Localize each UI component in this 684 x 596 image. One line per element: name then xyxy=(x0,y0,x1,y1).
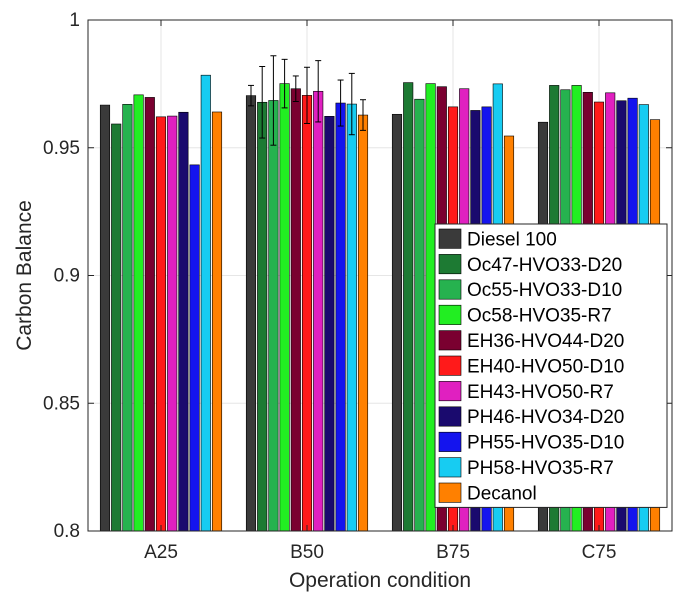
legend-swatch xyxy=(438,330,462,351)
legend-label: Diesel 100 xyxy=(467,229,557,250)
bar xyxy=(99,104,111,532)
bar xyxy=(144,97,155,532)
bar xyxy=(200,74,211,532)
bar xyxy=(403,82,414,532)
bar xyxy=(313,90,324,532)
legend-swatch xyxy=(438,381,462,402)
y-tick-label: 0.8 xyxy=(54,521,80,542)
bar xyxy=(301,95,313,532)
bar xyxy=(391,113,403,532)
legend-swatch xyxy=(438,355,462,376)
legend-label: PH58-HVO35-R7 xyxy=(467,458,614,479)
legend-label: Oc47-HVO33-D20 xyxy=(467,255,622,276)
legend-swatch xyxy=(438,406,462,427)
legend-label: EH36-HVO44-D20 xyxy=(467,331,624,352)
x-axis-title: Operation condition xyxy=(289,569,471,592)
legend-label: Decanol xyxy=(467,483,537,504)
y-tick-label: 1 xyxy=(69,10,80,31)
y-axis-title: Carbon Balance xyxy=(13,200,36,351)
x-tick-label: B50 xyxy=(290,542,324,563)
legend: Diesel 100 Oc47-HVO33-D20 Oc55-HVO33-D10 Oc… xyxy=(434,223,668,508)
bar xyxy=(211,111,223,532)
legend-label: PH55-HVO35-D10 xyxy=(467,433,624,454)
legend-label: PH46-HVO34-D20 xyxy=(467,407,624,428)
bar xyxy=(290,88,301,532)
x-axis-ticks: A25 B50 B75 C75 xyxy=(144,20,616,563)
bar xyxy=(178,111,189,532)
error-bars xyxy=(248,55,366,146)
bar xyxy=(167,115,178,532)
bar xyxy=(279,83,290,532)
x-tick-label: B75 xyxy=(436,542,470,563)
bar xyxy=(346,103,357,532)
bar xyxy=(335,102,346,532)
legend-label: EH43-HVO50-R7 xyxy=(467,382,614,403)
x-tick-label: C75 xyxy=(582,542,617,563)
legend-label: Oc55-HVO33-D10 xyxy=(467,280,622,301)
bar xyxy=(245,95,257,532)
bar xyxy=(357,114,369,532)
bar xyxy=(268,100,279,532)
bar xyxy=(257,101,268,532)
bar xyxy=(189,164,200,532)
legend-swatch xyxy=(438,228,462,249)
legend-swatch xyxy=(438,279,462,300)
y-tick-label: 0.85 xyxy=(43,393,80,414)
legend-label: EH40-HVO50-D10 xyxy=(467,356,624,377)
legend-swatch xyxy=(438,482,462,503)
bar xyxy=(155,116,167,532)
y-tick-label: 0.9 xyxy=(54,266,80,287)
legend-swatch xyxy=(438,254,462,275)
x-tick-label: A25 xyxy=(144,542,178,563)
bar xyxy=(414,98,425,532)
bar xyxy=(133,94,144,532)
legend-swatch xyxy=(438,457,462,478)
legend-label: Oc58-HVO35-R7 xyxy=(467,306,612,327)
bar xyxy=(122,104,133,532)
bar xyxy=(324,116,335,532)
y-tick-label: 0.95 xyxy=(43,138,80,159)
legend-box xyxy=(434,223,668,508)
legend-swatch xyxy=(438,431,462,452)
bar xyxy=(111,123,122,532)
bar xyxy=(425,83,436,532)
legend-swatch xyxy=(438,304,462,325)
